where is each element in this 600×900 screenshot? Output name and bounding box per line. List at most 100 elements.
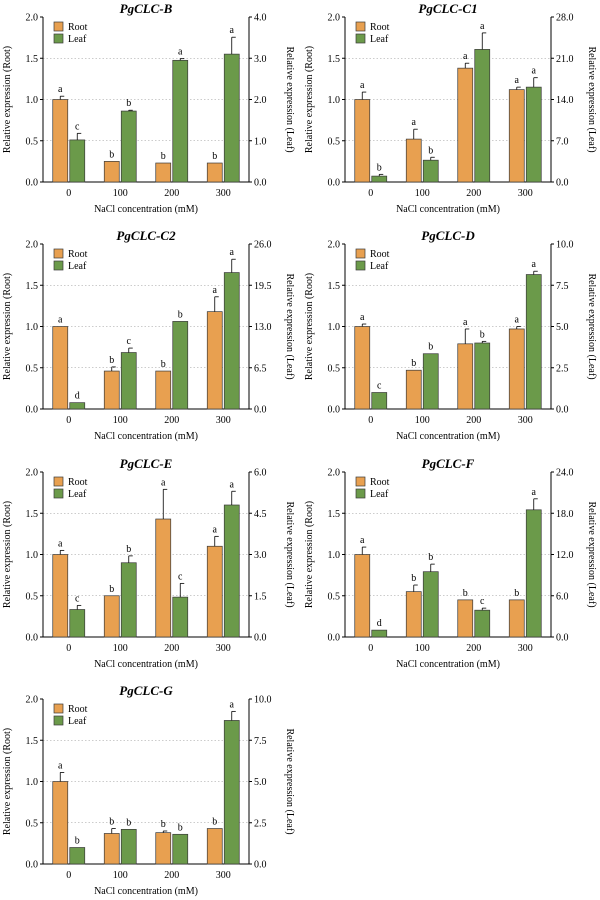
y-tick-label-left: 0.5 [26,591,39,602]
legend-label-leaf: Leaf [68,34,87,45]
y-tick-label-right: 7.5 [254,736,267,747]
x-tick-label: 300 [518,643,533,654]
significance-letter: b [126,544,131,555]
bar-root [52,554,69,638]
significance-letter: b [411,573,416,584]
significance-letter: b [212,817,217,828]
chart-title: PgCLC-C1 [418,1,477,16]
legend-swatch-leaf [53,260,64,271]
chart-panel: 0.0 0.5 1.0 1.5 2.0 0.0 7.0 14.0 21.0 28.0 0 a b 100 a… [304,1,597,215]
y-tick-label-right: 18.0 [556,509,574,520]
y-tick-label-left: 2.0 [26,240,39,251]
y-tick-label-left: 2.0 [26,695,39,706]
y-tick-label-right: 14.0 [556,95,574,106]
y-tick-label-right: 26.0 [254,240,272,251]
x-axis-label: NaCl concentration (mM) [396,204,500,215]
legend-label-root: Root [370,477,390,488]
y-tick-label-right: 0.0 [254,633,267,644]
y-axis-label-left: Relative expression (Root) [2,728,13,835]
bar-root [206,828,223,865]
y-tick-label-left: 1.0 [26,322,39,333]
y-tick-label-right: 6.0 [556,591,569,602]
significance-letter: b [463,588,468,599]
y-tick-label-right: 5.0 [556,322,569,333]
y-tick-label-left: 0.5 [26,363,39,374]
chart-panel: 0.0 0.5 1.0 1.5 2.0 0.0 6.5 13.0 19.5 26.0 0 a d 100 b… [2,228,295,442]
bar-leaf [69,139,86,183]
x-tick-label: 300 [216,415,231,426]
significance-letter: b [428,342,433,353]
x-tick-label: 0 [368,415,373,426]
y-tick-label-left: 1.5 [328,281,341,292]
y-tick-label-left: 2.0 [328,240,341,251]
legend-swatch-leaf [53,488,64,499]
y-tick-label-right: 2.5 [254,818,267,829]
legend-label-root: Root [370,249,390,260]
x-axis-label: NaCl concentration (mM) [396,431,500,442]
chart-title: PgCLC-F [422,456,475,471]
significance-letter: c [178,571,183,582]
y-tick-label-right: 2.0 [254,95,267,106]
significance-letter: b [161,819,166,830]
y-tick-label-left: 0.0 [328,633,341,644]
y-tick-label-right: 0.0 [254,178,267,189]
y-tick-label-right: 0.0 [556,405,569,416]
bar-leaf [371,629,388,638]
legend-label-root: Root [68,22,88,33]
y-tick-label-right: 12.0 [556,550,574,561]
significance-letter: a [230,479,235,490]
bar-leaf [172,59,189,183]
bar-root [508,328,525,410]
y-axis-label-left: Relative expression (Root) [304,501,315,608]
legend-swatch-root [53,21,64,32]
y-tick-label-left: 0.5 [328,136,341,147]
bar-leaf [223,720,240,865]
significance-letter: b [411,358,416,369]
bar-root [52,326,69,410]
significance-letter: a [178,47,183,58]
x-tick-label: 0 [66,415,71,426]
significance-letter: c [480,596,485,607]
y-tick-label-right: 4.5 [254,509,267,520]
bar-leaf [172,321,189,410]
x-tick-label: 100 [415,188,430,199]
y-axis-label-right: Relative expression (Leaf) [284,728,295,834]
y-tick-label-left: 1.0 [328,95,341,106]
y-tick-label-right: 10.0 [254,695,272,706]
bar-leaf [223,504,240,638]
legend-label-leaf: Leaf [68,261,87,272]
legend-swatch-root [53,248,64,259]
significance-letter: b [109,584,114,595]
significance-letter: a [230,25,235,36]
significance-letter: a [532,259,537,270]
bar-leaf [422,571,439,638]
x-tick-label: 200 [466,188,481,199]
significance-letter: a [58,84,63,95]
significance-letter: a [412,117,417,128]
chart-title: PgCLC-D [421,228,475,243]
bar-leaf [371,392,388,410]
y-tick-label-right: 4.0 [254,13,267,24]
bar-leaf [474,342,491,410]
significance-letter: a [515,315,520,326]
x-tick-label: 0 [66,188,71,199]
bar-root [457,67,474,183]
significance-letter: b [75,836,80,847]
legend-swatch-leaf [355,260,366,271]
y-tick-label-left: 0.0 [26,860,39,871]
y-tick-label-left: 1.5 [26,54,39,65]
legend-label-leaf: Leaf [370,34,389,45]
bar-root [457,343,474,410]
y-tick-label-right: 1.0 [254,136,267,147]
x-tick-label: 300 [518,188,533,199]
y-tick-label-right: 28.0 [556,13,574,24]
y-axis-label-right: Relative expression (Leaf) [284,46,295,152]
bar-leaf [120,110,137,183]
x-axis-label: NaCl concentration (mM) [94,431,198,442]
y-axis-label-right: Relative expression (Leaf) [284,273,295,379]
y-tick-label-left: 0.0 [26,633,39,644]
significance-letter: a [230,699,235,710]
chart-title: PgCLC-G [119,683,173,698]
legend-label-root: Root [68,477,88,488]
